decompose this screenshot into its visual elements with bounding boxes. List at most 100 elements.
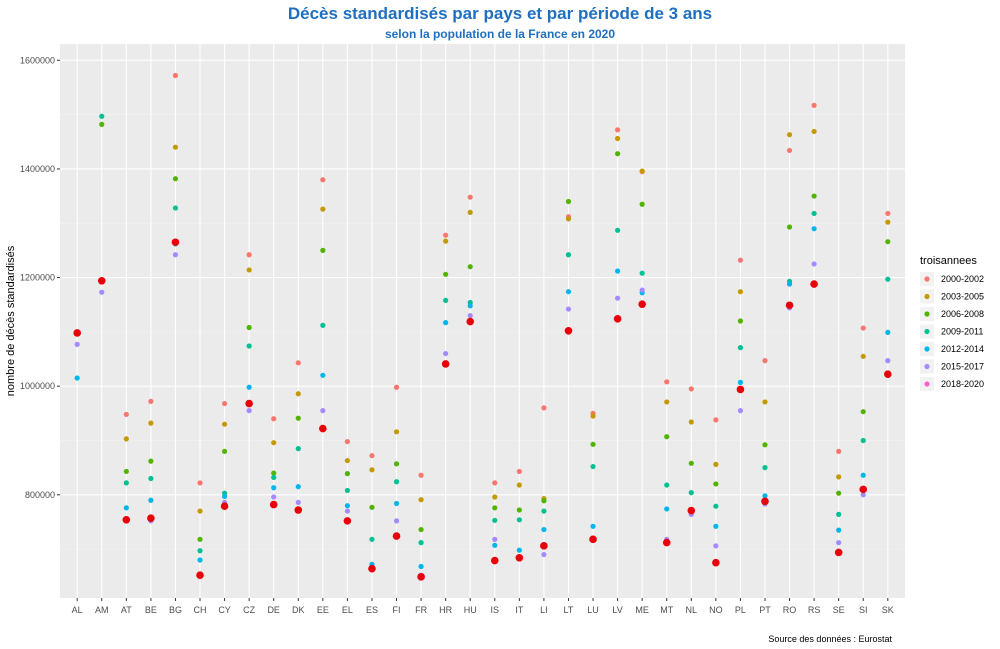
data-point — [836, 527, 842, 533]
highlight-point — [490, 556, 499, 565]
highlight-point — [613, 315, 622, 323]
legend-label: 2015-2017 — [941, 362, 984, 372]
data-point — [885, 219, 891, 225]
data-point — [565, 198, 572, 205]
data-point — [615, 227, 621, 233]
data-point — [443, 238, 449, 244]
data-point — [713, 503, 719, 509]
data-point — [885, 210, 891, 217]
data-point — [271, 440, 277, 446]
legend-title: troisannees — [920, 255, 977, 267]
data-point — [737, 345, 744, 351]
data-point — [615, 151, 621, 157]
x-tick-label: CZ — [243, 605, 255, 615]
data-point — [393, 500, 400, 507]
data-point — [885, 276, 891, 282]
x-tick-label: RS — [808, 605, 821, 615]
data-point — [148, 475, 154, 482]
highlight-point — [441, 360, 450, 368]
data-point — [615, 135, 621, 142]
data-point — [99, 289, 105, 295]
data-point — [615, 295, 621, 301]
data-point — [737, 289, 744, 295]
data-point — [541, 508, 547, 514]
data-point — [123, 505, 129, 511]
x-tick-label: HU — [464, 605, 477, 615]
data-point — [541, 498, 547, 504]
x-tick-label: AT — [121, 605, 132, 615]
x-tick-label: CY — [218, 605, 231, 615]
data-point — [885, 329, 891, 336]
data-point — [172, 144, 179, 150]
data-point — [172, 176, 179, 182]
data-point — [492, 480, 498, 486]
data-point — [836, 474, 842, 480]
data-point — [271, 470, 277, 476]
grid-major — [60, 44, 905, 598]
data-point — [713, 543, 719, 549]
data-point — [639, 287, 645, 293]
data-point — [762, 465, 768, 471]
data-point — [295, 484, 301, 490]
data-point — [639, 201, 645, 207]
data-point — [786, 224, 793, 230]
data-point — [688, 460, 694, 466]
x-tick-label: AM — [95, 605, 109, 615]
data-point — [418, 540, 424, 546]
highlight-point — [73, 329, 81, 337]
data-point — [860, 437, 866, 444]
data-point — [271, 416, 277, 422]
x-tick-label: DK — [292, 605, 305, 615]
data-point — [737, 379, 744, 385]
data-point — [295, 415, 301, 421]
data-point — [320, 408, 326, 414]
y-tick-label: 800000 — [25, 490, 55, 500]
x-tick-label: ME — [635, 605, 649, 615]
data-point — [737, 318, 744, 324]
data-point — [418, 472, 424, 478]
x-tick-label: PL — [735, 605, 746, 615]
data-point — [516, 517, 522, 523]
data-point — [320, 372, 326, 378]
data-point — [737, 257, 744, 263]
data-point — [467, 194, 473, 200]
data-point — [492, 542, 498, 548]
x-tick-label: SI — [859, 605, 868, 615]
highlight-point — [638, 300, 646, 308]
data-point — [811, 226, 817, 232]
data-point — [295, 499, 301, 506]
legend-marker — [924, 293, 930, 300]
data-point — [393, 429, 400, 435]
data-point — [762, 493, 768, 499]
x-tick-label: HR — [439, 605, 452, 615]
data-point — [369, 453, 375, 459]
data-point — [344, 438, 350, 445]
data-point — [393, 479, 400, 485]
data-point — [295, 446, 301, 452]
y-tick-label: 1000000 — [20, 381, 55, 391]
x-tick-label: SK — [882, 605, 894, 615]
data-point — [344, 508, 350, 514]
legend-label: 2009-2011 — [941, 327, 983, 337]
highlight-point — [515, 554, 524, 562]
data-point — [590, 523, 596, 529]
data-point — [393, 518, 400, 524]
data-point — [271, 485, 277, 491]
x-tick-label: IT — [515, 605, 524, 615]
x-tick-label: LU — [587, 605, 599, 615]
data-point — [148, 420, 154, 426]
data-point — [836, 448, 842, 454]
x-tick-label: LT — [564, 605, 574, 615]
highlight-point — [294, 506, 303, 514]
x-tick-label: EE — [317, 605, 329, 615]
data-point — [541, 551, 547, 558]
x-tick-label: LI — [540, 605, 548, 615]
data-point — [197, 548, 203, 554]
data-point — [320, 206, 326, 212]
data-point — [172, 72, 179, 79]
data-point — [615, 268, 621, 274]
data-point — [443, 271, 449, 277]
data-point — [688, 419, 694, 425]
data-point — [565, 216, 572, 222]
